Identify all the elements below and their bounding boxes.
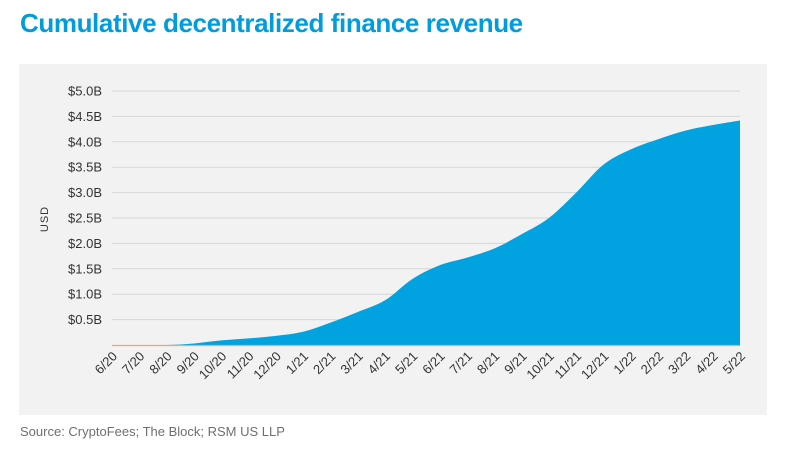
x-tick-label: 10/21 [523,349,557,383]
y-tick-label: $2.5B [68,211,102,226]
x-tick-label: 1/22 [610,349,639,378]
x-tick-label: 4/22 [692,349,721,378]
y-axis-title: USD [39,206,51,232]
chart-title: Cumulative decentralized finance revenue [20,8,523,38]
x-tick-label: 6/20 [92,349,121,378]
y-tick-label: $4.5B [68,109,102,124]
x-tick-label: 8/21 [474,349,503,378]
x-tick-label: 2/22 [638,349,667,378]
x-tick-label: 5/21 [392,349,421,378]
y-tick-label: $3.5B [68,160,102,175]
x-tick-label: 7/20 [119,349,148,378]
y-tick-label: $5.0B [68,84,102,99]
x-tick-label: 4/21 [365,349,394,378]
y-tick-label: $1.5B [68,261,102,276]
x-tick-label: 2/21 [310,349,339,378]
revenue-area [112,120,740,346]
x-tick-label: 8/20 [146,349,175,378]
y-axis-ticks: $0.5B $1.0B $1.5B $2.0B $2.5B $3.0B $3.5B $4.0B… [68,84,102,328]
x-tick-label: 6/21 [419,349,448,378]
y-tick-label: $2.0B [68,236,102,251]
y-tick-label: $3.0B [68,185,102,200]
x-tick-label: 11/21 [551,349,584,382]
x-tick-label: 5/22 [720,349,749,378]
area-series [112,120,740,347]
source-note: Source: CryptoFees; The Block; RSM US LL… [20,424,285,439]
x-axis-ticks: 6/207/208/209/2010/2011/2012/201/212/213… [92,349,749,383]
y-tick-label: $4.0B [68,134,102,149]
x-tick-label: 10/20 [196,349,230,383]
x-tick-label: 11/20 [224,349,257,382]
x-tick-label: 3/22 [665,349,694,378]
x-tick-label: 12/20 [250,349,284,383]
x-tick-label: 12/21 [578,349,612,383]
y-tick-label: $1.0B [68,287,102,302]
y-tick-label: $0.5B [68,312,102,327]
x-tick-label: 7/21 [447,349,476,378]
x-tick-label: 3/21 [337,349,366,378]
x-tick-label: 1/21 [283,349,312,378]
